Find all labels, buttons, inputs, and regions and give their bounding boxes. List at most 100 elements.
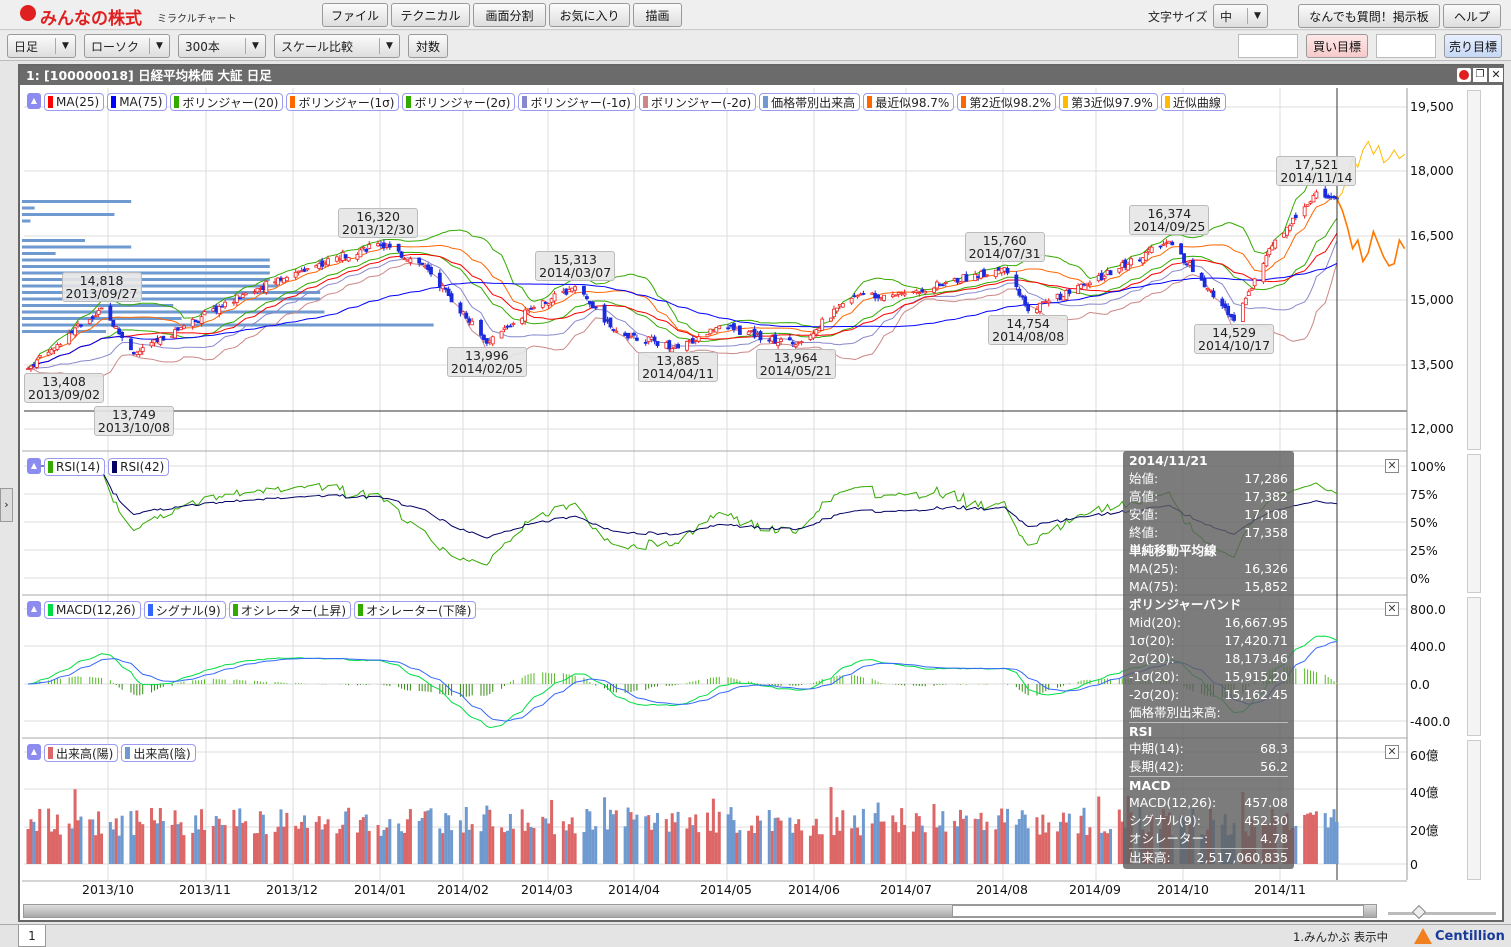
legend-item[interactable]: ボリンジャー(20) <box>170 93 284 111</box>
bbs-button[interactable]: なんでも質問！掲示板 <box>1298 4 1440 28</box>
candle-body <box>732 323 736 331</box>
font-size-select[interactable]: 中 ▼ <box>1213 4 1268 28</box>
close-volume-panel-icon[interactable]: ✕ <box>1385 745 1399 759</box>
candle-body <box>923 291 928 294</box>
legend-item[interactable]: 出来高(陽) <box>44 744 119 762</box>
bars-select[interactable]: 300本 ▼ <box>178 34 266 58</box>
price-panel-scrollbar[interactable] <box>1467 90 1481 450</box>
candle-body <box>917 292 922 295</box>
candle-body <box>326 258 330 266</box>
menu-favorites[interactable]: お気に入り <box>549 3 630 27</box>
volume-bar <box>235 826 239 864</box>
menu-draw[interactable]: 描画 <box>633 3 682 27</box>
sell-target-button[interactable]: 売り目標 <box>1444 34 1502 58</box>
volume-bar <box>170 824 174 864</box>
legend-item[interactable]: RSI(14) <box>44 458 106 476</box>
help-button[interactable]: ヘルプ <box>1443 4 1501 28</box>
legend-item[interactable]: RSI(42) <box>108 458 170 476</box>
candle-body <box>523 309 528 322</box>
legend-item[interactable]: 第2近似98.2% <box>957 93 1057 111</box>
volume-bar <box>479 831 483 864</box>
tab-1[interactable]: 1 <box>18 925 46 947</box>
side-panel-toggle[interactable]: › <box>0 488 13 522</box>
volume-bar <box>1006 808 1010 864</box>
legend-item[interactable]: ボリンジャー(-1σ) <box>518 93 636 111</box>
collapse-icon[interactable]: ▲ <box>27 601 41 617</box>
zoom-slider[interactable] <box>1388 904 1496 920</box>
character-icon[interactable] <box>1457 68 1471 82</box>
volume-bar <box>717 811 721 864</box>
legend-swatch <box>961 96 967 108</box>
candle-body <box>99 307 104 310</box>
legend-item[interactable]: シグナル(9) <box>143 601 226 619</box>
macd-panel-scrollbar[interactable] <box>1467 597 1481 736</box>
candle-body <box>932 287 936 293</box>
restore-icon[interactable]: ❐ <box>1473 68 1487 82</box>
candle-body <box>787 337 792 341</box>
legend-item[interactable]: 近似曲線 <box>1160 93 1226 111</box>
candle-body <box>158 336 163 345</box>
candle-body <box>655 341 660 347</box>
legend-item[interactable]: オシレーター(下降) <box>354 601 477 619</box>
log-button[interactable]: 対数 <box>408 34 448 58</box>
volume-bar <box>173 810 177 864</box>
candle-body <box>429 266 433 275</box>
legend-item[interactable]: MA(75) <box>107 93 168 111</box>
period-value: 日足 <box>14 39 39 54</box>
volume-bar <box>1064 822 1068 864</box>
menu-file[interactable]: ファイル <box>322 3 388 27</box>
candle-body <box>1126 263 1131 271</box>
volume-bar <box>767 810 771 864</box>
candle-body <box>667 340 672 350</box>
legend-item[interactable]: MACD(12,26) <box>44 601 141 619</box>
volume-panel-scrollbar[interactable] <box>1467 740 1481 880</box>
close-icon[interactable]: ✕ <box>1489 68 1503 82</box>
volume-bar <box>29 819 33 864</box>
rsi-panel-scrollbar[interactable] <box>1467 454 1481 593</box>
horizontal-scrollbar[interactable] <box>23 904 1377 918</box>
candle-body <box>129 338 133 351</box>
price-tick: 16,500 <box>1410 228 1454 243</box>
price-annotation: 14,818 2013/09/27 <box>61 272 142 302</box>
sell-target-input[interactable] <box>1376 34 1436 58</box>
volume-bar <box>623 826 627 864</box>
legend-item[interactable]: オシレーター(上昇) <box>228 601 352 619</box>
volume-bar <box>176 824 180 864</box>
legend-item[interactable]: ボリンジャー(2σ) <box>402 93 516 111</box>
price-tick: 19,500 <box>1410 99 1454 114</box>
legend-swatch <box>1063 96 1069 108</box>
tooltip-row: 高値: 17,382 <box>1129 489 1288 504</box>
legend-item[interactable]: MA(25) <box>44 93 105 111</box>
scrollbar-thumb[interactable] <box>952 905 1364 917</box>
close-rsi-panel-icon[interactable]: ✕ <box>1385 459 1399 473</box>
chevron-down-icon: ▼ <box>55 38 75 54</box>
period-select[interactable]: 日足 ▼ <box>7 34 76 58</box>
candle-body <box>773 334 778 344</box>
menu-technical[interactable]: テクニカル <box>391 3 470 27</box>
legend-item[interactable]: 価格帯別出来高 <box>759 93 861 111</box>
volume-bar <box>529 826 533 864</box>
volume-tick: 20億 <box>1410 823 1439 838</box>
volume-bar <box>1014 824 1018 864</box>
volume-bar <box>355 832 359 864</box>
buy-target-input[interactable] <box>1238 34 1298 58</box>
candle-body <box>1205 287 1210 291</box>
volume-bar <box>464 806 468 864</box>
legend-item[interactable]: ボリンジャー(1σ) <box>286 93 400 111</box>
close-macd-panel-icon[interactable]: ✕ <box>1385 602 1399 616</box>
collapse-icon[interactable]: ▲ <box>27 93 41 109</box>
collapse-icon[interactable]: ▲ <box>27 458 41 474</box>
scale-select[interactable]: スケール比較 ▼ <box>274 34 400 58</box>
volume-bar <box>238 808 242 864</box>
chart-type-select[interactable]: ローソク ▼ <box>84 34 170 58</box>
legend-item[interactable]: 出来高(陰) <box>121 744 196 762</box>
legend-item[interactable]: 第3近似97.9% <box>1059 93 1158 111</box>
menu-split-screen[interactable]: 画面分割 <box>473 3 546 27</box>
legend-item[interactable]: 最近似98.7% <box>863 93 955 111</box>
collapse-icon[interactable]: ▲ <box>27 744 41 760</box>
volume-bar <box>1303 814 1307 864</box>
buy-target-button[interactable]: 買い目標 <box>1306 34 1368 58</box>
volume-bar <box>1056 831 1060 864</box>
legend-item[interactable]: ボリンジャー(-2σ) <box>638 93 757 111</box>
candle-body <box>861 293 866 295</box>
